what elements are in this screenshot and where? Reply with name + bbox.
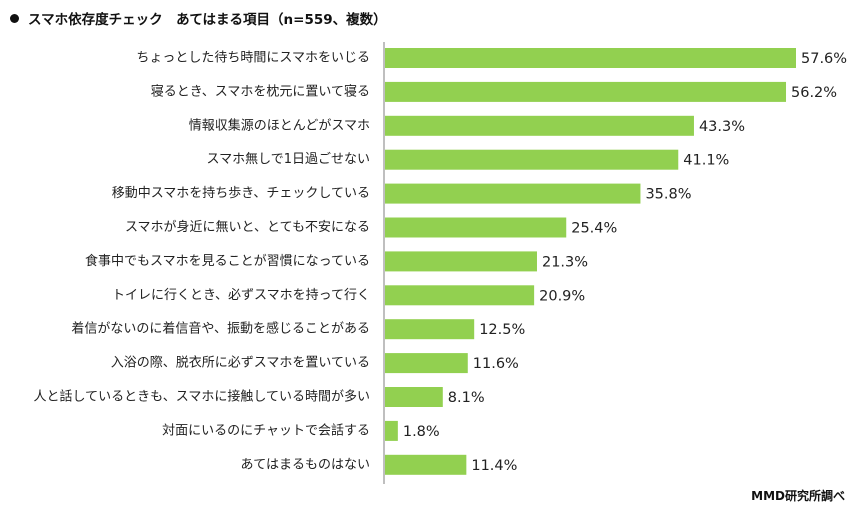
category-label: 寝るとき、スマホを枕元に置いて寝る: [151, 83, 370, 99]
bar: [385, 454, 467, 475]
bar: [385, 319, 475, 340]
value-label: 57.6%: [801, 51, 847, 67]
category-label: 情報収集源のほとんどがスマホ: [189, 117, 370, 133]
value-label: 43.3%: [699, 119, 745, 135]
value-label: 25.4%: [571, 221, 617, 237]
category-label: スマホが身近に無いと、とても不安になる: [125, 219, 370, 235]
category-label: スマホ無しで1日過ごせない: [207, 151, 371, 167]
bar: [385, 81, 787, 102]
category-label: あてはまるものはない: [241, 457, 370, 472]
value-label: 20.9%: [539, 288, 585, 304]
category-label: 人と話しているときも、スマホに接触している時間が多い: [34, 389, 370, 405]
bullet-icon: [10, 13, 19, 23]
value-label: 8.1%: [448, 390, 485, 406]
category-label: トイレに行くとき、必ずスマホを持って行く: [112, 288, 370, 303]
bar: [385, 353, 468, 374]
value-label: 11.6%: [473, 356, 519, 372]
bar: [385, 420, 398, 441]
bar: [385, 149, 679, 170]
bar: [385, 387, 443, 407]
bar: [385, 285, 535, 306]
value-label: 11.4%: [471, 458, 517, 474]
value-label: 1.8%: [403, 424, 440, 440]
value-label: 12.5%: [479, 322, 525, 338]
bar: [385, 251, 537, 272]
bar: [385, 217, 567, 238]
category-label: 対面にいるのにチャットで会話する: [162, 422, 370, 438]
bar: [385, 48, 796, 68]
value-label: 21.3%: [542, 254, 588, 270]
value-label: 56.2%: [791, 85, 837, 101]
category-label: 食事中でもスマホを見ることが習慣になっている: [85, 253, 370, 269]
value-label: 35.8%: [645, 187, 691, 203]
category-label: 入浴の際、脱衣所に必ずスマホを置いている: [111, 355, 370, 371]
category-label: ちょっとした待ち時間にスマホをいじる: [136, 51, 370, 66]
bar: [385, 183, 641, 204]
source-credit: MMD研究所調べ: [751, 489, 845, 503]
category-label: 着信がないのに着信音や、振動を感じることがある: [71, 321, 370, 337]
category-label: 移動中スマホを持ち歩き、チェックしている: [112, 186, 370, 201]
value-label: 41.1%: [683, 153, 729, 169]
chart-title-row: スマホ依存度チェック あてはまる項目（n=559、複数）: [10, 8, 387, 28]
bar: [385, 115, 694, 136]
chart-title: スマホ依存度チェック あてはまる項目（n=559、複数）: [28, 12, 387, 28]
